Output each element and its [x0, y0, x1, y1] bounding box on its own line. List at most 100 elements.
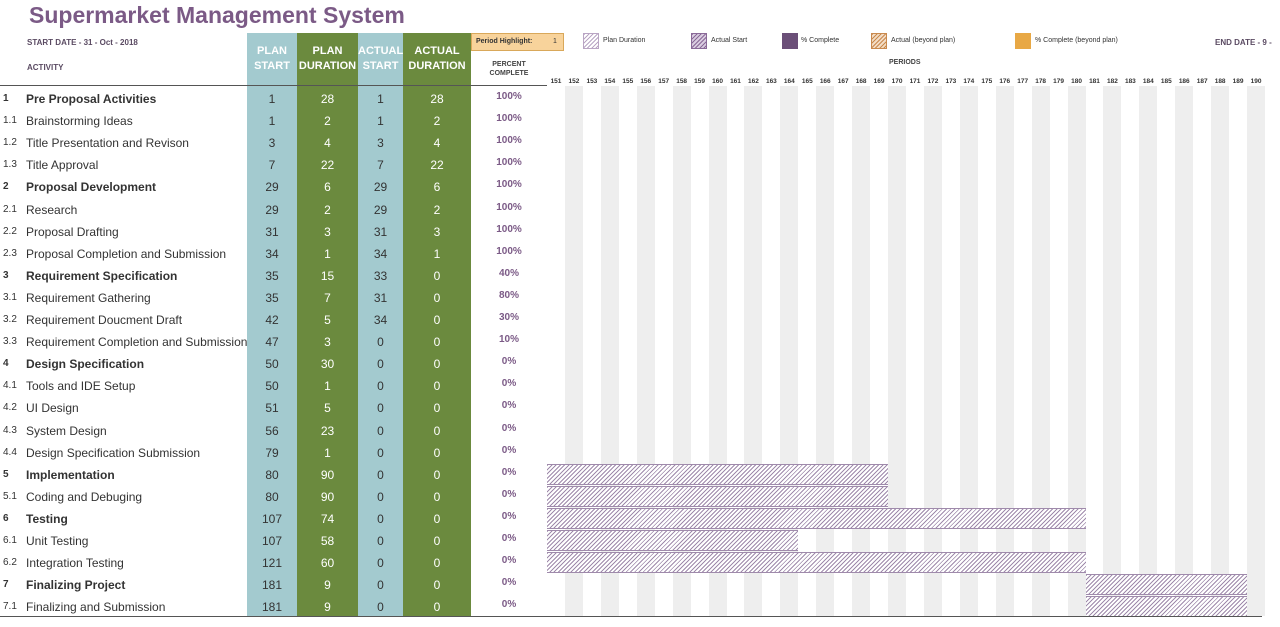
activity-name: Requirement Doucment Draft: [26, 313, 183, 327]
period-column: [834, 86, 852, 616]
actual-start-cell: 1: [377, 92, 384, 106]
period-column: [888, 86, 907, 616]
table-row[interactable]: 1.2 Title Presentation and Revison 3 4 3 4 100…: [0, 132, 547, 154]
table-row[interactable]: 3 Requirement Specification 35 15 33 0 40%: [0, 265, 547, 287]
plan-start-cell: 7: [268, 158, 276, 173]
actual-start-cell: 0: [377, 511, 384, 526]
actual-start-header-line2: START: [362, 60, 399, 72]
actual-duration-cell: 0: [433, 401, 441, 416]
period-highlight-box[interactable]: [471, 33, 564, 51]
table-row[interactable]: 3.1 Requirement Gathering 35 7 31 0 80%: [0, 287, 547, 309]
table-row[interactable]: 4.4 Design Specification Submission 79 1 0 0 0…: [0, 442, 547, 464]
activity-name: Design Specification: [26, 357, 145, 372]
plan-duration-bar: [547, 507, 1086, 529]
activity-number: 2.1: [3, 203, 17, 215]
plan-duration-cell: 1: [324, 379, 331, 394]
table-row[interactable]: 2.3 Proposal Completion and Submission 34 1…: [0, 243, 547, 265]
actual-start-cell: 31: [373, 224, 388, 239]
activity-number: 4.2: [3, 402, 17, 414]
plan-duration-cell: 58: [320, 534, 335, 548]
activity-number: 5: [3, 468, 9, 480]
activity-number: 2.2: [3, 225, 17, 237]
plan-duration-header-line1: PLAN: [312, 45, 343, 57]
table-row[interactable]: 5.1 Coding and Debuging 80 90 0 0 0%: [0, 486, 547, 508]
table-row[interactable]: 1.1 Brainstorming Ideas 1 2 1 2 100%: [0, 110, 547, 132]
period-number: 169: [873, 78, 885, 85]
activity-number: 2: [3, 181, 9, 193]
percent-complete-cell: 0%: [501, 488, 517, 500]
actual-start-cell: 0: [377, 335, 384, 350]
period-number: 161: [730, 78, 741, 85]
table-row[interactable]: 3.3 Requirement Completion and Submission…: [0, 331, 547, 353]
percent-header-line1: PERCENT: [492, 61, 526, 68]
activity-name: Design Specification Submission: [26, 445, 201, 460]
plan-start-cell: 56: [265, 423, 279, 438]
start-date-label: START DATE - 31 - Oct - 2018: [27, 38, 138, 47]
percent-complete-cell: 30%: [498, 312, 519, 323]
table-row[interactable]: 7 Finalizing Project 181 9 0 0 0%: [0, 574, 547, 596]
table-row[interactable]: 5 Implementation 80 90 0 0 0%: [0, 464, 547, 486]
activity-number: 5.1: [3, 490, 17, 502]
plan-start-cell: 181: [261, 600, 283, 615]
period-column: [1067, 86, 1086, 616]
actual-duration-cell: 0: [433, 556, 441, 571]
period-column: [1193, 86, 1211, 616]
period-column: [1050, 86, 1068, 616]
activity-number: 2.3: [3, 247, 17, 259]
actual-duration-cell: 0: [433, 313, 441, 327]
table-row[interactable]: 2.2 Proposal Drafting 31 3 31 3 100%: [0, 221, 547, 243]
percent-complete-cell: 0%: [501, 378, 517, 390]
percent-complete-cell: 0%: [501, 577, 517, 589]
period-highlight-value[interactable]: 1: [553, 38, 557, 45]
percent-complete-cell: 0%: [501, 356, 517, 368]
percent-complete-cell: 100%: [496, 179, 522, 191]
table-row[interactable]: 7.1 Finalizing and Submission 181 9 0 0 0%: [0, 596, 547, 618]
plan-start-cell: 1: [268, 92, 276, 106]
plan-start-cell: 3: [268, 136, 276, 151]
period-number: 184: [1142, 78, 1154, 85]
table-row[interactable]: 6 Testing 107 74 0 0 0%: [0, 508, 547, 530]
table-row[interactable]: 1.3 Title Approval 7 22 7 22 100%: [0, 154, 547, 176]
period-number: 164: [783, 78, 795, 85]
table-row[interactable]: 4.3 System Design 56 23 0 0 0%: [0, 420, 547, 442]
actual-duration-cell: 2: [433, 202, 441, 217]
actual-start-cell: 0: [377, 556, 384, 571]
period-number: 155: [622, 78, 634, 85]
activity-name: Finalizing Project: [26, 578, 126, 593]
table-row[interactable]: 2 Proposal Development 29 6 29 6 100%: [0, 176, 547, 198]
activity-name: Brainstorming Ideas: [26, 114, 133, 129]
actual-start-cell: 0: [377, 489, 384, 504]
plan-start-cell: 34: [265, 246, 279, 261]
activity-name: Requirement Completion and Submission: [26, 335, 248, 350]
activity-number: 3: [3, 269, 9, 281]
period-column: [906, 86, 924, 616]
plan-duration-cell: 5: [324, 401, 331, 416]
period-number: 181: [1089, 78, 1100, 85]
table-row[interactable]: 6.1 Unit Testing 107 58 0 0 0%: [0, 530, 547, 552]
actual-duration-cell: 0: [433, 290, 441, 305]
activity-number: 1.1: [3, 115, 17, 127]
plan-start-header-line1: PLAN: [257, 45, 287, 57]
plan-duration-cell: 30: [320, 357, 335, 372]
activity-name: Pre Proposal Activities: [26, 92, 157, 106]
actual-duration-cell: 0: [433, 423, 441, 438]
table-row[interactable]: 4 Design Specification 50 30 0 0 0%: [0, 353, 547, 375]
period-column: [959, 86, 978, 616]
table-row[interactable]: 4.1 Tools and IDE Setup 50 1 0 0 0%: [0, 375, 547, 397]
actual-duration-cell: 1: [433, 246, 441, 261]
actual-start-column: [358, 33, 403, 617]
percent-complete-cell: 0%: [501, 400, 517, 412]
table-row[interactable]: 2.1 Research 29 2 29 2 100%: [0, 199, 547, 221]
actual-start-cell: 34: [373, 313, 388, 327]
actual-start-cell: 34: [373, 246, 388, 261]
percent-complete-cell: 100%: [496, 157, 522, 169]
activity-name: Finalizing and Submission: [26, 600, 166, 615]
table-row[interactable]: 1 Pre Proposal Activities 1 28 1 28 100%: [0, 88, 547, 110]
table-row[interactable]: 4.2 UI Design 51 5 0 0 0%: [0, 397, 547, 419]
activity-number: 7: [3, 579, 9, 591]
activity-name: Testing: [26, 511, 68, 526]
percent-complete-cell: 0%: [501, 555, 517, 567]
table-row[interactable]: 3.2 Requirement Doucment Draft 42 5 34 0 30%: [0, 309, 547, 331]
table-row[interactable]: 6.2 Integration Testing 121 60 0 0 0%: [0, 552, 547, 574]
plan-duration-cell: 60: [320, 556, 335, 571]
